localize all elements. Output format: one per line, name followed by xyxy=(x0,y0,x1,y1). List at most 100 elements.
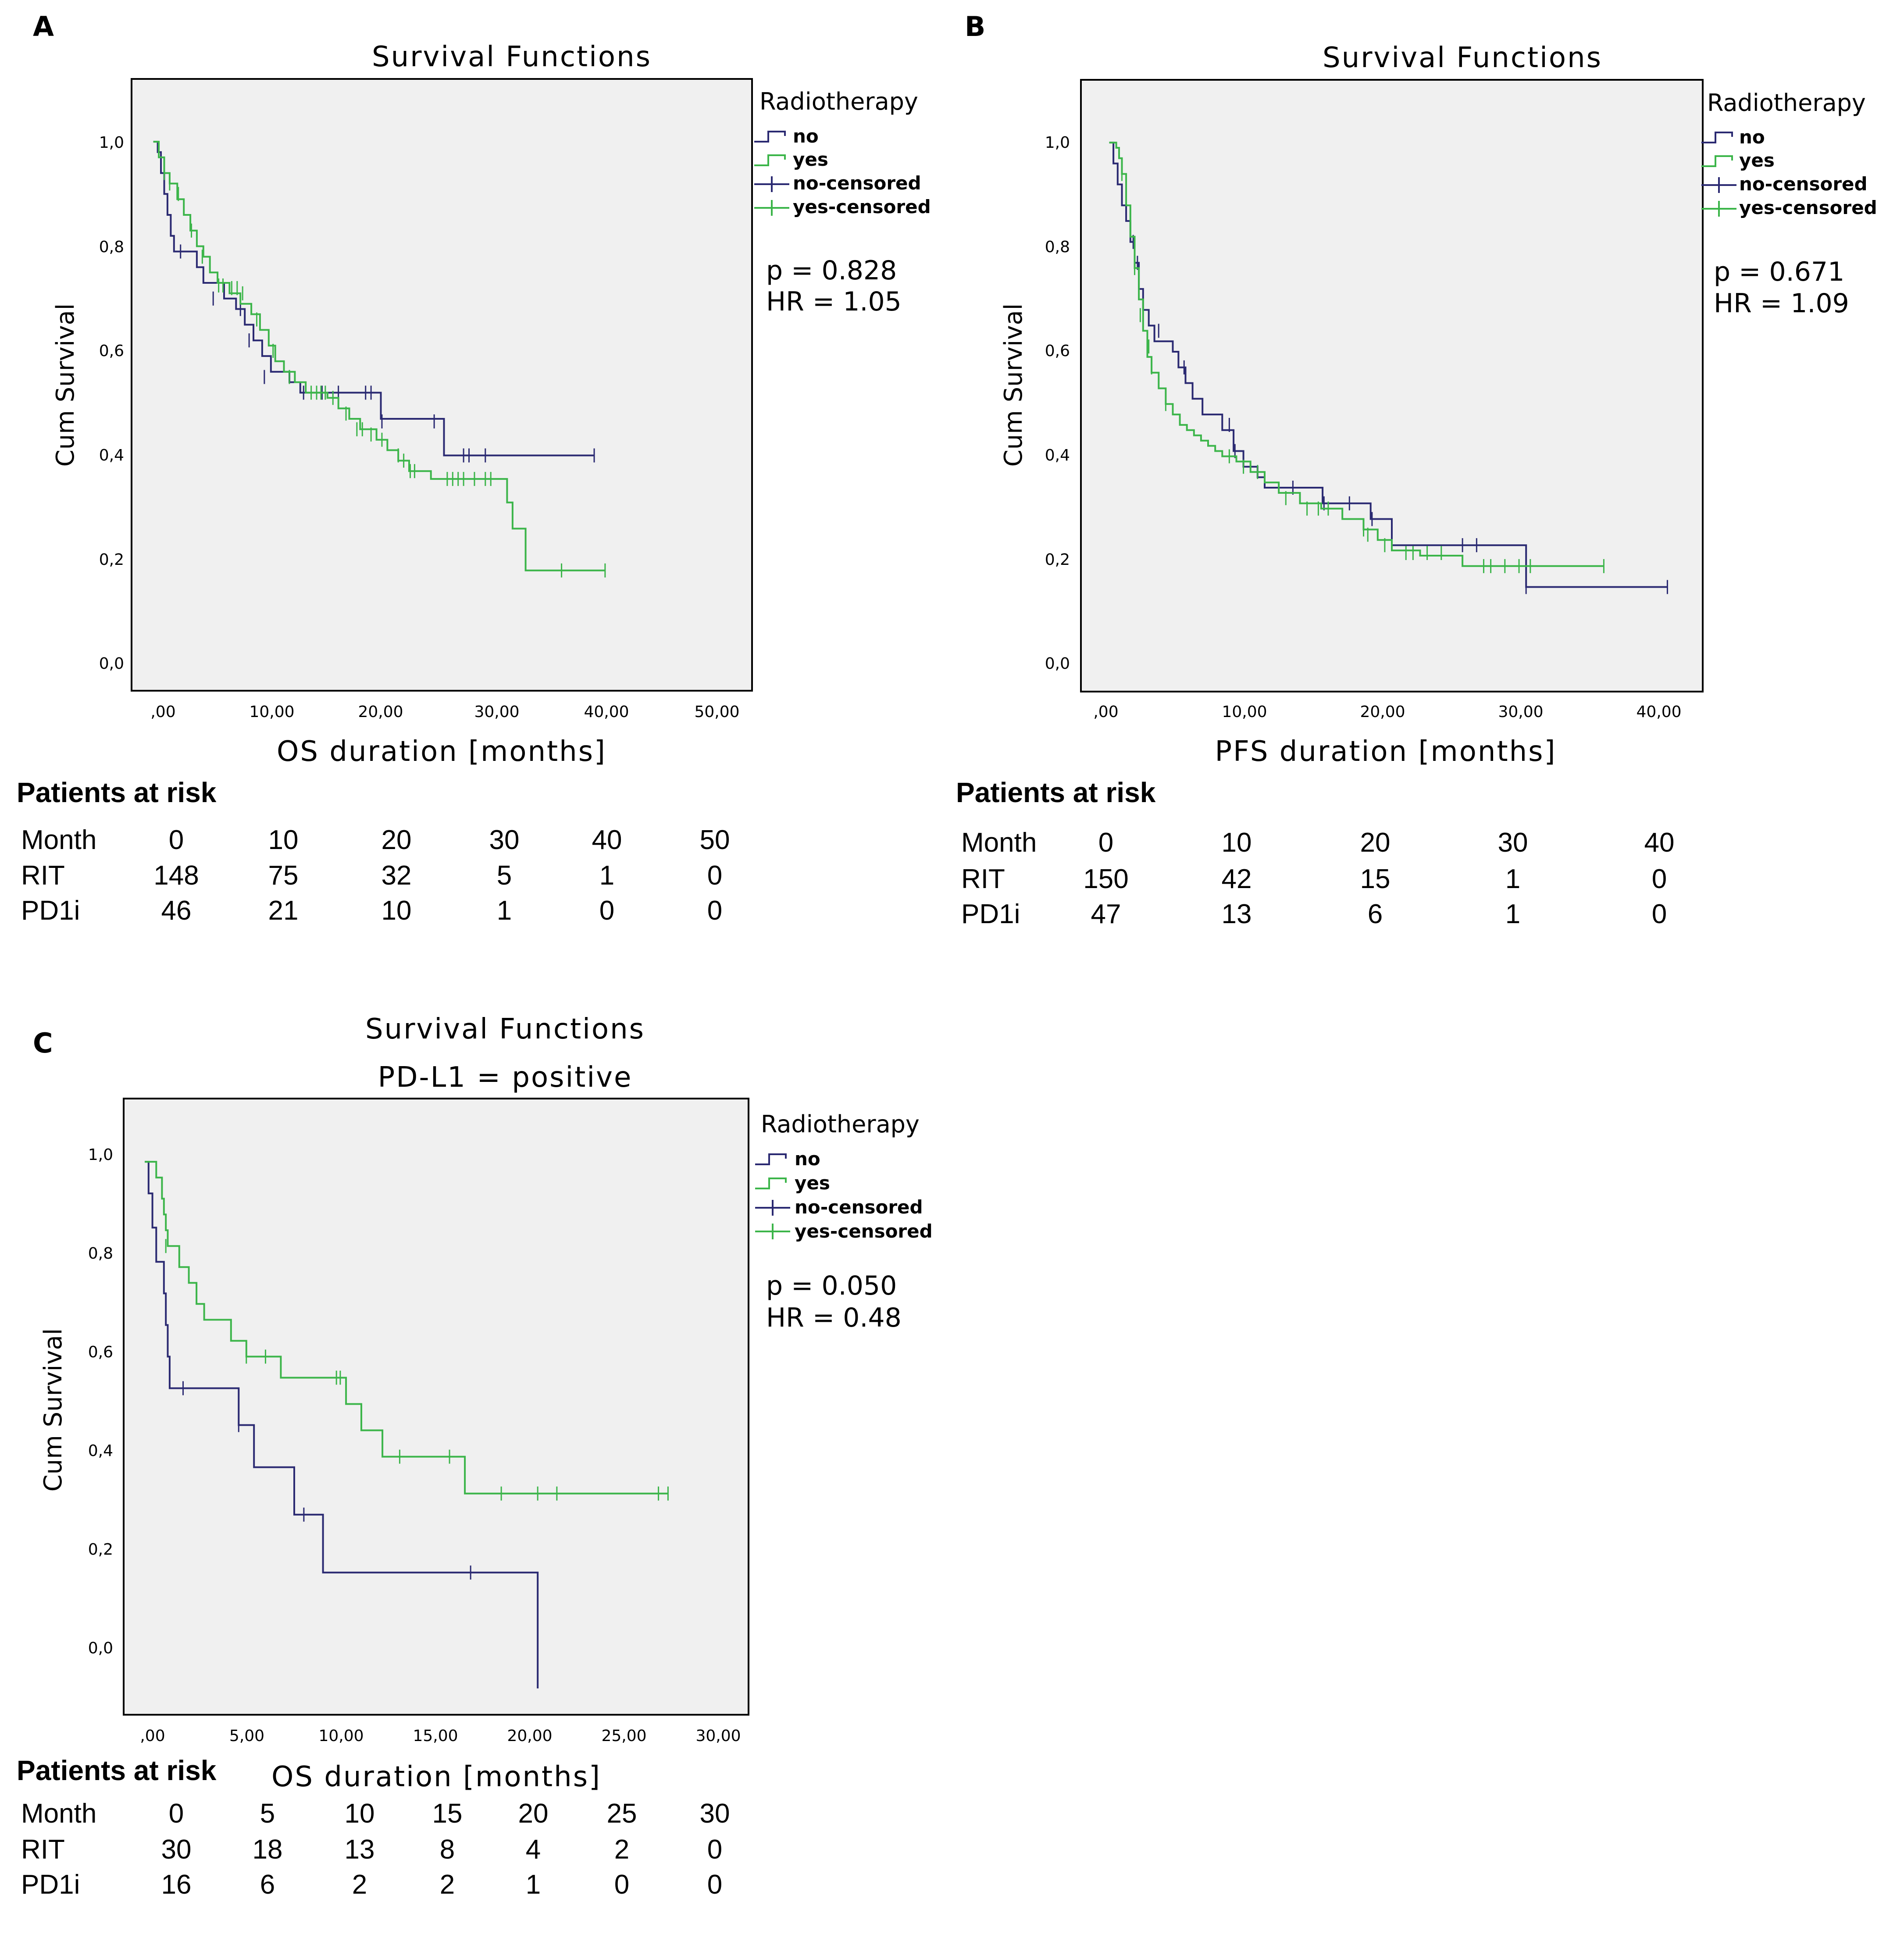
plot-area xyxy=(123,1098,749,1716)
risk-month: 30 xyxy=(699,1798,730,1829)
risk-value: 0 xyxy=(599,896,615,926)
y-tick-label: 0,6 xyxy=(99,342,124,360)
p-value: p = 0.050 xyxy=(766,1270,897,1301)
risk-value: 6 xyxy=(1367,899,1383,929)
risk-month: 20 xyxy=(1360,828,1391,858)
km-curve-yes xyxy=(1109,142,1604,567)
risk-value: 18 xyxy=(252,1834,283,1865)
risk-month: 40 xyxy=(1644,828,1675,858)
legend-swatch-no-censored xyxy=(754,176,789,192)
y-axis-label: Cum Survival xyxy=(51,303,80,467)
x-tick-label: 20,00 xyxy=(358,703,403,721)
risk-row-label: Month xyxy=(21,825,97,855)
x-tick-label: 5,00 xyxy=(229,1727,264,1745)
legend-title: Radiotherapy xyxy=(761,1110,920,1138)
risk-value: 15 xyxy=(1360,864,1391,894)
legend-label-yes: yes xyxy=(1739,150,1775,171)
legend-label-yes: yes xyxy=(793,149,828,170)
x-tick-label: 10,00 xyxy=(1222,703,1267,721)
legend-swatch-yes-censored xyxy=(755,1224,790,1239)
risk-month: 30 xyxy=(1498,828,1528,858)
x-axis-label: OS duration [months] xyxy=(271,1761,601,1793)
risk-value: 8 xyxy=(439,1834,455,1865)
risk-value: 30 xyxy=(161,1834,192,1865)
risk-value: 1 xyxy=(496,896,512,926)
panel-letter: A xyxy=(33,11,54,43)
x-tick-label: 20,00 xyxy=(1360,703,1405,721)
y-tick-label: 0,2 xyxy=(99,551,124,569)
risk-value: 16 xyxy=(161,1870,192,1900)
risk-value: 32 xyxy=(381,860,412,891)
risk-value: 1 xyxy=(525,1870,541,1900)
legend-swatch-no-censored xyxy=(755,1200,790,1216)
km-curve-no xyxy=(145,1161,539,1688)
x-tick-label: 50,00 xyxy=(694,703,739,721)
legend-swatch-no xyxy=(754,131,786,143)
risk-row-label: RIT xyxy=(961,864,1005,894)
y-tick-label: 0,2 xyxy=(1045,551,1070,569)
plot-area xyxy=(1080,79,1704,692)
y-tick-label: 1,0 xyxy=(1045,134,1070,152)
risk-value: 47 xyxy=(1091,899,1121,929)
risk-row-label: PD1i xyxy=(21,1870,80,1900)
risk-value: 1 xyxy=(1505,899,1521,929)
risk-month: 0 xyxy=(168,825,184,855)
risk-value: 13 xyxy=(344,1834,375,1865)
legend-swatch-no-censored xyxy=(1701,177,1736,193)
y-tick-label: 0,4 xyxy=(88,1442,113,1460)
legend-label-yes-censored: yes-censored xyxy=(1739,197,1877,218)
plot-area xyxy=(131,78,753,692)
y-axis: 0,0 0,2 0,4 0,6 0,8 1,0 xyxy=(99,134,124,673)
x-axis: ,00 10,00 20,00 30,00 40,00 xyxy=(1093,703,1681,721)
y-tick-label: 0,0 xyxy=(99,655,124,673)
panel-letter: B xyxy=(965,11,985,43)
risk-month: 25 xyxy=(606,1798,637,1829)
risk-month: 15 xyxy=(432,1798,463,1829)
legend-label-no-censored: no-censored xyxy=(795,1196,923,1218)
y-tick-label: 0,6 xyxy=(1045,342,1070,360)
x-tick-label: 40,00 xyxy=(1636,703,1681,721)
y-tick-label: 0,2 xyxy=(88,1541,113,1559)
risk-value: 0 xyxy=(707,860,723,891)
risk-month: 40 xyxy=(592,825,622,855)
risk-value: 1 xyxy=(599,860,615,891)
x-tick-label: 30,00 xyxy=(695,1727,741,1745)
chart-subtitle: PD-L1 = positive xyxy=(378,1061,633,1094)
risk-month: 20 xyxy=(518,1798,549,1829)
risk-value: 75 xyxy=(268,860,299,891)
risk-row-label: RIT xyxy=(21,1834,65,1865)
legend-swatch-yes-censored xyxy=(1701,201,1736,217)
km-curves xyxy=(1109,142,1668,594)
legend-swatch-yes-censored xyxy=(754,200,789,216)
y-tick-label: 0,8 xyxy=(88,1245,113,1263)
legend-swatch-yes xyxy=(1701,155,1733,167)
risk-value: 2 xyxy=(352,1870,367,1900)
x-tick-label: 25,00 xyxy=(601,1727,646,1745)
risk-row-label: PD1i xyxy=(21,896,80,926)
km-curves xyxy=(153,141,606,578)
risk-value: 5 xyxy=(496,860,512,891)
x-tick-label: 15,00 xyxy=(413,1727,458,1745)
risk-month: 10 xyxy=(1221,828,1252,858)
risk-value: 0 xyxy=(1651,899,1667,929)
legend-swatch-yes xyxy=(754,154,786,166)
legend-label-no-censored: no-censored xyxy=(793,172,921,194)
legend-label-no: no xyxy=(793,125,819,147)
hazard-ratio: HR = 0.48 xyxy=(766,1302,902,1333)
y-tick-label: 0,0 xyxy=(88,1639,113,1657)
risk-value: 21 xyxy=(268,896,299,926)
risk-month: 10 xyxy=(344,1798,375,1829)
risk-table-title: Patients at risk xyxy=(17,1755,217,1786)
risk-value: 0 xyxy=(707,896,723,926)
legend-label-yes-censored: yes-censored xyxy=(793,196,931,218)
legend-swatch-no xyxy=(755,1153,787,1165)
x-tick-label: 30,00 xyxy=(1498,703,1543,721)
x-axis-label: OS duration [months] xyxy=(277,735,606,768)
risk-month: 5 xyxy=(260,1798,275,1829)
legend-label-yes: yes xyxy=(795,1172,830,1194)
y-tick-label: 0,0 xyxy=(1045,655,1070,673)
hazard-ratio: HR = 1.05 xyxy=(766,286,902,317)
risk-value: 4 xyxy=(525,1834,541,1865)
risk-value: 1 xyxy=(1505,864,1521,894)
